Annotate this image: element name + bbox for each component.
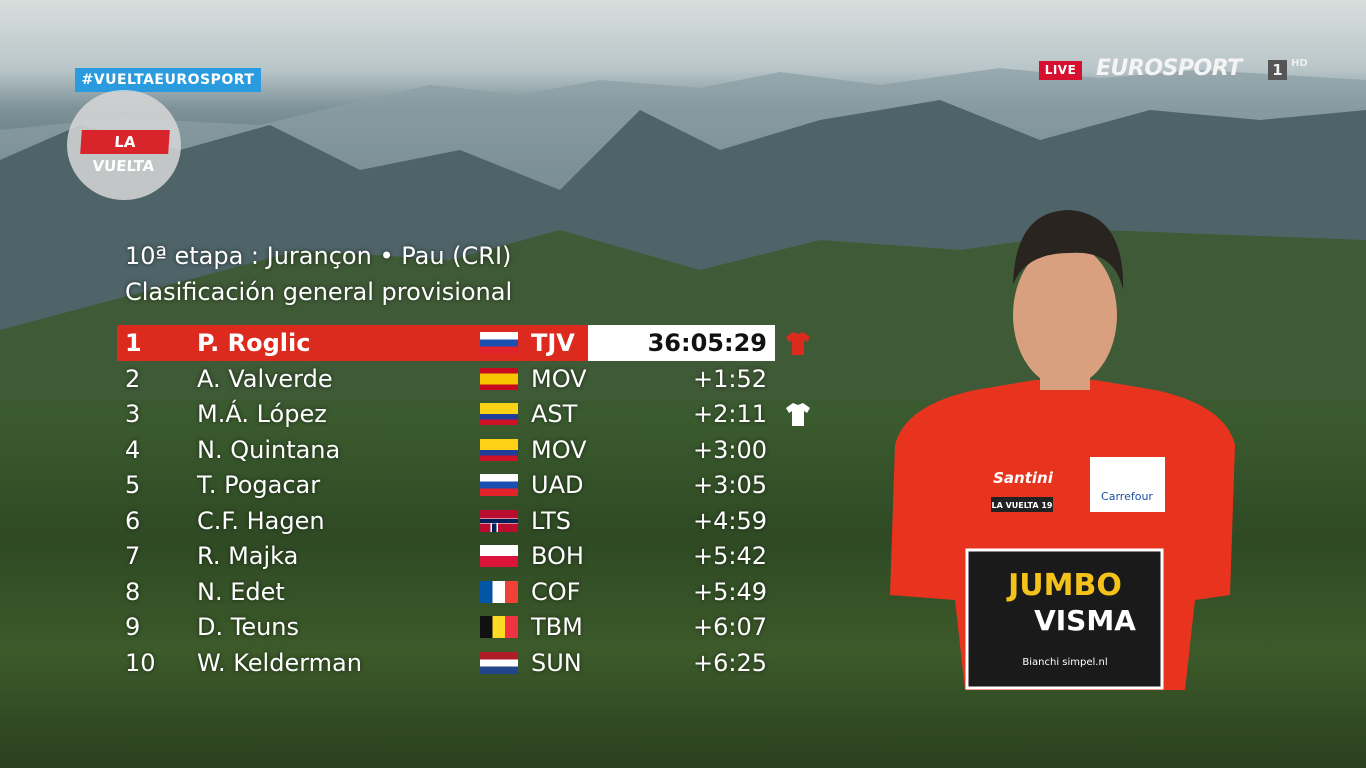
standings-row: 2 A. Valverde MOV +1:52 (117, 361, 817, 397)
flag-norway-icon (480, 509, 518, 532)
hd-label: HD (1291, 58, 1308, 69)
flag-slovenia-icon (480, 474, 518, 496)
rank: 7 (125, 542, 141, 570)
team-code: SUN (531, 648, 582, 677)
standings-row: 10 W. Kelderman SUN +6:25 (117, 645, 817, 681)
rider-name: C.F. Hagen (197, 506, 325, 535)
time: +3:05 (692, 471, 767, 499)
time: +5:42 (692, 542, 767, 570)
standings-row: 1 P. Roglic TJV 36:05:29 (117, 325, 817, 361)
time: +2:11 (692, 400, 767, 428)
flag-colombia-icon (480, 403, 518, 425)
flag-belgium-icon (480, 616, 518, 638)
time: +6:25 (692, 648, 767, 677)
rank: 10 (125, 648, 156, 677)
standings-row: 9 D. Teuns TBM +6:07 (117, 609, 817, 645)
live-badge: LIVE (1039, 61, 1082, 80)
jersey-sponsor-visma: VISMA (1034, 604, 1136, 637)
standings-row: 6 C.F. Hagen LTS +4:59 (117, 503, 817, 539)
time: 36:05:29 (647, 329, 767, 357)
standings-row: 5 T. Pogacar UAD +3:05 (117, 467, 817, 503)
standings-row: 7 R. Majka BOH +5:42 (117, 538, 817, 574)
flag-colombia-icon (480, 438, 518, 461)
flag-france-icon (480, 580, 518, 603)
team-code: COF (531, 577, 581, 606)
rider-name: D. Teuns (197, 613, 300, 641)
jersey-sponsor-jumbo: JUMBO (1006, 568, 1122, 603)
rank: 1 (125, 329, 142, 357)
time: +5:49 (692, 577, 767, 606)
rider-name: N. Edet (197, 577, 285, 606)
rider-name: M.Á. López (197, 400, 327, 428)
white-jersey-icon (786, 403, 810, 426)
jersey-sponsor-carrefour: Carrefour (1101, 490, 1153, 503)
team-code: BOH (531, 542, 584, 570)
time: +3:00 (692, 435, 767, 464)
classification-title: Clasificación general provisional (125, 278, 513, 306)
stage-title: 10ª etapa : Jurançon • Pau (CRI) (125, 242, 512, 270)
standings-row: 8 N. Edet COF +5:49 (117, 574, 817, 610)
rider-name: N. Quintana (197, 435, 341, 464)
jersey-badge: LA VUELTA 19 (992, 501, 1053, 510)
team-code: UAD (531, 471, 584, 499)
team-code: LTS (531, 506, 571, 535)
jersey-small-sponsors: Bianchi simpel.nl (1022, 657, 1107, 668)
standings-row: 4 N. Quintana MOV +3:00 (117, 432, 817, 468)
leader-time-box (588, 325, 775, 361)
flag-netherlands-icon (480, 651, 518, 674)
rank: 9 (125, 613, 141, 641)
eurosport-logo: EUROSPORT (1096, 56, 1242, 81)
flag-poland-icon (480, 545, 518, 567)
team-code: AST (531, 400, 578, 428)
rider-name: P. Roglic (197, 329, 311, 357)
flag-spain-icon (480, 367, 518, 390)
rank: 6 (125, 506, 141, 535)
rank: 2 (125, 364, 141, 393)
time: +6:07 (692, 613, 767, 641)
team-code: TBM (531, 613, 583, 641)
rider-photo: JUMBO VISMA Carrefour Santini LA VUELTA … (890, 210, 1235, 690)
flag-slovenia-icon (480, 332, 518, 354)
time: +4:59 (692, 506, 767, 535)
team-code: MOV (531, 435, 587, 464)
rider-name: A. Valverde (197, 364, 333, 393)
channel-number: 1 (1268, 60, 1287, 80)
jersey-badge-box (991, 497, 1053, 512)
hashtag-banner: #VUELTAEUROSPORT (75, 68, 261, 92)
rider-name: T. Pogacar (197, 471, 321, 499)
rider-name: R. Majka (197, 542, 299, 570)
rank: 3 (125, 400, 141, 428)
red-jersey-icon (786, 332, 810, 355)
la-vuelta-logo: LA VUELTA (80, 130, 170, 175)
standings-row: 3 M.Á. López AST +2:11 (117, 396, 817, 432)
rank: 8 (125, 577, 141, 606)
rider-name: W. Kelderman (197, 648, 362, 677)
team-code: TJV (531, 329, 575, 357)
jersey-brand: Santini (993, 469, 1054, 487)
time: +1:52 (692, 364, 767, 393)
rank: 5 (125, 471, 141, 499)
team-code: MOV (531, 364, 587, 393)
rank: 4 (125, 435, 141, 464)
